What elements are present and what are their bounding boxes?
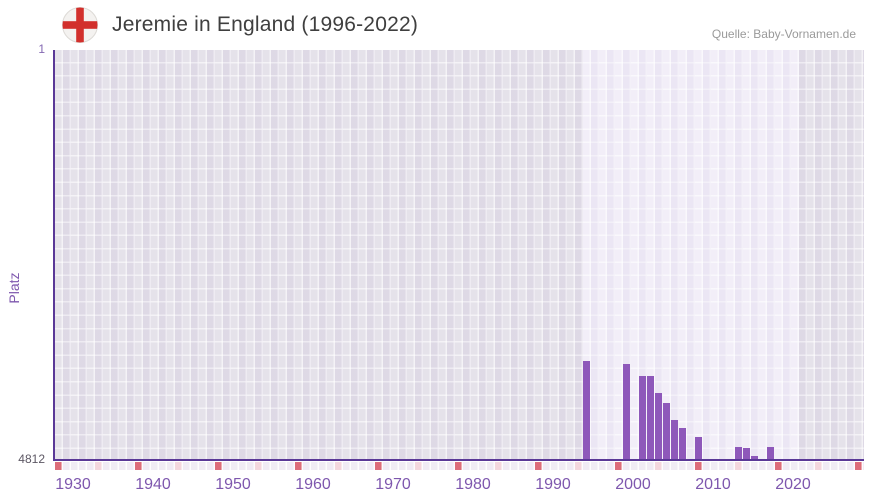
bar-2015[interactable]	[735, 447, 742, 459]
year-strip	[55, 462, 864, 470]
x-tick-1940: 1940	[135, 476, 171, 493]
bar-2019[interactable]	[767, 447, 774, 459]
x-axis-line	[53, 459, 864, 461]
bar-2003[interactable]	[639, 376, 646, 459]
bar-2017[interactable]	[751, 456, 758, 459]
y-axis-line	[53, 50, 55, 461]
grid-lines	[55, 50, 864, 459]
bar-2001[interactable]	[623, 364, 630, 459]
x-tick-2010: 2010	[695, 476, 731, 493]
bar-1996[interactable]	[583, 361, 590, 459]
y-axis-bottom-tick: 4812	[18, 452, 45, 466]
x-tick-1970: 1970	[375, 476, 411, 493]
x-tick-1960: 1960	[295, 476, 331, 493]
bar-2004[interactable]	[647, 376, 654, 459]
bar-2007[interactable]	[671, 420, 678, 459]
x-tick-2020: 2020	[775, 476, 811, 493]
bar-2008[interactable]	[679, 428, 686, 459]
y-axis-title: Platz	[6, 272, 22, 304]
plot-area	[55, 50, 864, 459]
bar-2016[interactable]	[743, 448, 750, 459]
x-tick-2000: 2000	[615, 476, 651, 493]
england-flag-icon	[62, 7, 98, 43]
x-tick-1980: 1980	[455, 476, 491, 493]
x-tick-1950: 1950	[215, 476, 251, 493]
page-title: Jeremie in England (1996-2022)	[112, 13, 419, 36]
bar-2010[interactable]	[695, 437, 702, 459]
bar-2006[interactable]	[663, 403, 670, 459]
x-tick-1990: 1990	[535, 476, 571, 493]
x-axis-tick-labels: 1930 1940 1950 1960 1970 1980 1990 2000 2010 2020	[55, 476, 864, 496]
x-tick-1930: 1930	[55, 476, 91, 493]
source-credit: Quelle: Baby-Vornamen.de	[711, 27, 856, 41]
y-axis-top-tick: 1	[38, 42, 45, 56]
bar-series	[55, 50, 864, 459]
bar-2005[interactable]	[655, 393, 662, 459]
